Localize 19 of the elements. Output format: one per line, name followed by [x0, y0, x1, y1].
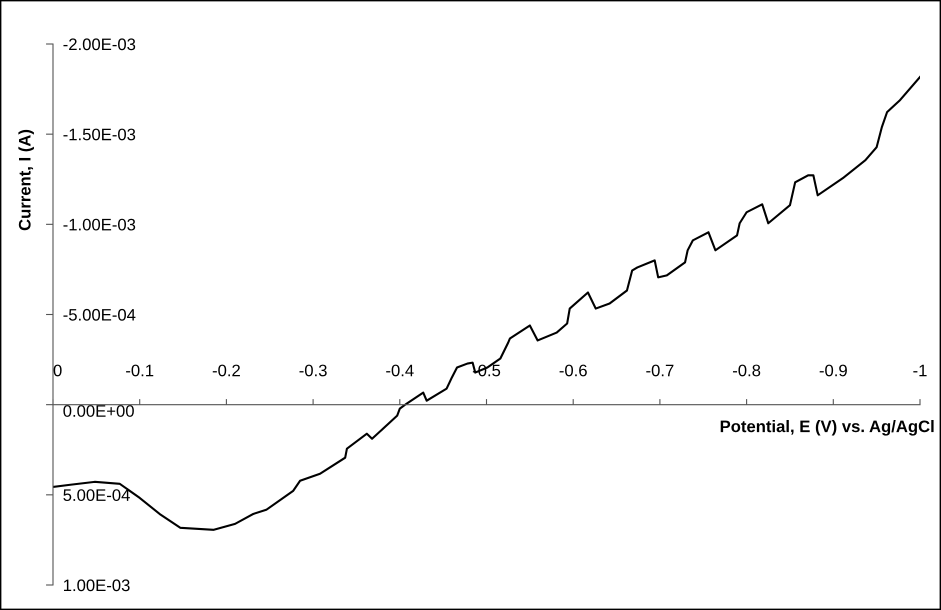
- y-tick-label: 5.00E-04: [63, 489, 130, 502]
- x-tick-label: -0.9: [820, 364, 847, 376]
- x-tick-label: -0.2: [212, 364, 240, 376]
- x-tick-label: -0.3: [299, 364, 327, 376]
- y-axis-title: Current, I (A): [18, 130, 34, 230]
- x-tick-label: -1: [913, 364, 927, 376]
- x-tick-label: -0.6: [560, 364, 587, 376]
- y-tick-label: -2.00E-03: [63, 38, 136, 50]
- x-tick-label: -0.1: [126, 364, 154, 376]
- x-tick-label: -0.7: [646, 364, 674, 376]
- x-tick-label: -0.4: [386, 364, 414, 376]
- y-tick-label: -1.00E-03: [63, 218, 136, 231]
- y-tick-label: -1.50E-03: [63, 128, 136, 140]
- x-tick-label: 0: [54, 364, 62, 376]
- y-tick-label: 0.00E+00: [63, 405, 134, 417]
- x-axis-title: Potential, E (V) vs. Ag/AgCl: [720, 420, 934, 436]
- y-tick-label: 1.00E-03: [64, 579, 130, 592]
- x-tick-label: -0.8: [732, 364, 760, 376]
- y-tick-label: -5.00E-04: [63, 308, 136, 321]
